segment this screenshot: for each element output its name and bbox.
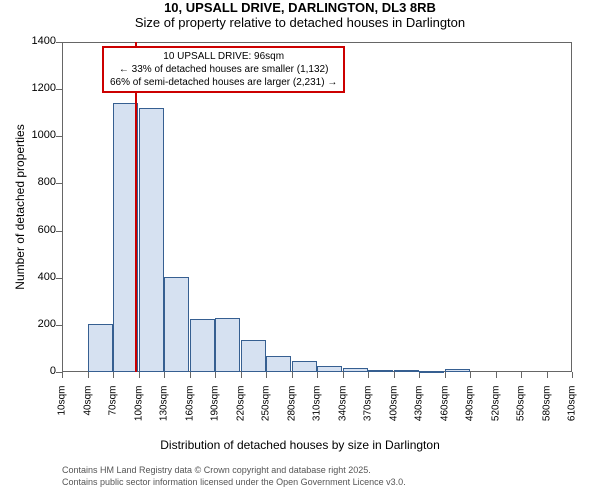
ytick-mark — [56, 278, 62, 279]
xtick-label: 580sqm — [541, 386, 552, 436]
chart-subtitle: Size of property relative to detached ho… — [0, 15, 600, 30]
xtick-label: 40sqm — [82, 386, 93, 436]
xtick-mark — [62, 372, 63, 378]
ytick-label: 1400 — [16, 35, 56, 47]
chart-title: 10, UPSALL DRIVE, DARLINGTON, DL3 8RB — [0, 0, 600, 15]
xtick-label: 550sqm — [516, 386, 527, 436]
xtick-mark — [241, 372, 242, 378]
annotation-box: 10 UPSALL DRIVE: 96sqm ← 33% of detached… — [102, 46, 345, 93]
histogram-bar — [88, 324, 113, 372]
xtick-label: 70sqm — [108, 386, 119, 436]
histogram-bar — [394, 370, 419, 372]
xtick-mark — [572, 372, 573, 378]
ytick-mark — [56, 325, 62, 326]
xtick-label: 460sqm — [439, 386, 450, 436]
histogram-bar — [445, 369, 470, 372]
ytick-label: 1200 — [16, 82, 56, 94]
ytick-mark — [56, 89, 62, 90]
footnote-1: Contains HM Land Registry data © Crown c… — [62, 465, 371, 475]
xtick-mark — [496, 372, 497, 378]
ytick-label: 200 — [16, 318, 56, 330]
xtick-label: 160sqm — [184, 386, 195, 436]
xtick-label: 280sqm — [286, 386, 297, 436]
ytick-mark — [56, 231, 62, 232]
annotation-line-3: 66% of semi-detached houses are larger (… — [110, 76, 337, 89]
xtick-label: 220sqm — [235, 386, 246, 436]
histogram-bar — [190, 319, 215, 372]
xtick-label: 610sqm — [567, 386, 578, 436]
ytick-mark — [56, 136, 62, 137]
footnote-2: Contains public sector information licen… — [62, 477, 406, 487]
ytick-label: 1000 — [16, 129, 56, 141]
x-axis-label: Distribution of detached houses by size … — [0, 438, 600, 452]
xtick-mark — [266, 372, 267, 378]
annotation-line-2: ← 33% of detached houses are smaller (1,… — [110, 63, 337, 76]
xtick-mark — [547, 372, 548, 378]
histogram-bar — [215, 318, 240, 372]
xtick-label: 100sqm — [133, 386, 144, 436]
xtick-label: 250sqm — [261, 386, 272, 436]
xtick-mark — [368, 372, 369, 378]
xtick-mark — [317, 372, 318, 378]
histogram-bar — [419, 371, 444, 373]
ytick-mark — [56, 183, 62, 184]
xtick-mark — [445, 372, 446, 378]
xtick-label: 10sqm — [57, 386, 68, 436]
xtick-label: 430sqm — [414, 386, 425, 436]
xtick-mark — [113, 372, 114, 378]
histogram-bar — [343, 368, 368, 372]
xtick-label: 340sqm — [337, 386, 348, 436]
xtick-mark — [521, 372, 522, 378]
xtick-label: 310sqm — [312, 386, 323, 436]
annotation-line-1: 10 UPSALL DRIVE: 96sqm — [110, 50, 337, 63]
xtick-mark — [343, 372, 344, 378]
histogram-bar — [139, 108, 164, 372]
xtick-mark — [88, 372, 89, 378]
ytick-label: 400 — [16, 271, 56, 283]
ytick-label: 0 — [16, 365, 56, 377]
histogram-bar — [266, 356, 291, 373]
histogram-bar — [368, 370, 393, 372]
xtick-mark — [190, 372, 191, 378]
ytick-label: 800 — [16, 176, 56, 188]
xtick-label: 370sqm — [363, 386, 374, 436]
xtick-mark — [292, 372, 293, 378]
xtick-mark — [394, 372, 395, 378]
ytick-mark — [56, 42, 62, 43]
xtick-label: 190sqm — [210, 386, 221, 436]
histogram-bar — [164, 277, 189, 372]
histogram-bar — [241, 340, 266, 372]
xtick-label: 400sqm — [388, 386, 399, 436]
histogram-bar — [317, 366, 342, 372]
xtick-label: 520sqm — [490, 386, 501, 436]
xtick-label: 490sqm — [465, 386, 476, 436]
histogram-bar — [292, 361, 317, 372]
ytick-label: 600 — [16, 224, 56, 236]
xtick-mark — [470, 372, 471, 378]
xtick-label: 130sqm — [159, 386, 170, 436]
xtick-mark — [215, 372, 216, 378]
xtick-mark — [164, 372, 165, 378]
xtick-mark — [139, 372, 140, 378]
